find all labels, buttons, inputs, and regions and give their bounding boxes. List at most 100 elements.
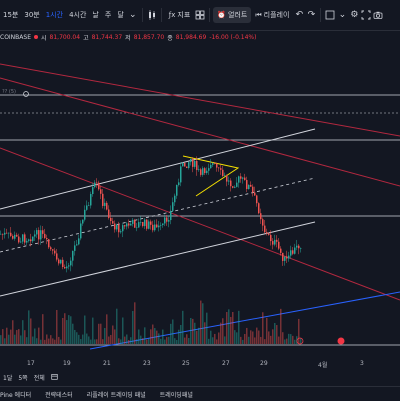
interval-month[interactable]: 달	[117, 11, 124, 19]
volume-bar	[142, 338, 144, 344]
tab-strategy-tester[interactable]: 전략테스터	[45, 391, 73, 399]
volume-bar	[276, 325, 278, 344]
layout-chevron-icon[interactable]: ⌄	[338, 10, 347, 20]
trendline-red[interactable]	[0, 63, 400, 137]
trendline-red[interactable]	[0, 77, 400, 187]
volume-bar	[176, 339, 178, 344]
volume-bar	[76, 332, 78, 344]
volume-bar	[4, 338, 6, 344]
volume-bar	[64, 313, 66, 344]
range-button-all[interactable]: 전체	[33, 374, 45, 382]
candle-body	[98, 182, 100, 190]
undo-icon[interactable]: ↶	[295, 10, 304, 20]
alert-button[interactable]: ⏰ 얼러트	[213, 7, 252, 23]
volume-bar	[266, 317, 268, 344]
volume-bar	[206, 312, 208, 344]
volume-bar	[82, 334, 84, 344]
volume-bar	[32, 336, 34, 344]
candle-body	[210, 164, 212, 169]
candle-body	[88, 205, 90, 207]
candle-body	[12, 235, 14, 239]
candle-body	[234, 186, 236, 188]
channel-line-lower[interactable]	[0, 221, 316, 297]
fullscreen-icon[interactable]	[360, 9, 372, 21]
candle-body	[60, 259, 62, 264]
candle-body	[218, 167, 220, 169]
candle-body	[108, 209, 110, 218]
bottom-panel-tabs: Pine 에디터 전략테스터 리플레이 트레이딩 패널 트레이딩패널	[0, 386, 400, 401]
volume-bar	[212, 337, 214, 344]
camera-icon[interactable]	[372, 9, 384, 21]
time-tick: 25	[182, 360, 190, 367]
volume-bar	[218, 332, 220, 344]
candle-body	[182, 162, 184, 167]
volume-bar	[56, 309, 58, 344]
redo-icon[interactable]: ↷	[307, 10, 316, 20]
volume-bar	[182, 310, 184, 344]
candles-icon[interactable]	[146, 9, 158, 21]
layout-grid-icon[interactable]	[194, 9, 206, 21]
channel-line-upper[interactable]	[0, 128, 316, 210]
event-marker-icon[interactable]	[296, 337, 304, 345]
triangle-pattern[interactable]	[182, 155, 240, 197]
candle-body	[296, 245, 298, 248]
volume-bar	[202, 303, 204, 344]
candle-body	[136, 227, 138, 229]
interval-1h[interactable]: 1시간	[45, 11, 64, 19]
calendar-icon[interactable]	[51, 373, 58, 382]
interval-30m[interactable]: 30분	[24, 11, 40, 19]
volume-bar	[204, 322, 206, 344]
chevron-down-icon[interactable]: ⌄	[128, 10, 137, 20]
price-chart[interactable]: ?? (5)	[0, 44, 400, 358]
volume-bar	[122, 317, 124, 344]
volume-bar	[10, 329, 12, 344]
volume-bar	[96, 339, 98, 344]
symbol-name[interactable]: COINBASE	[0, 33, 31, 41]
candle-body	[186, 166, 188, 168]
layout-icon[interactable]	[324, 9, 336, 21]
volume-bar	[26, 337, 28, 344]
volume-bar	[28, 310, 30, 344]
trendline-blue[interactable]	[89, 291, 400, 350]
interval-4h[interactable]: 4시간	[69, 11, 87, 19]
candle-body	[270, 234, 272, 242]
volume-bar	[86, 333, 88, 344]
range-button-5[interactable]: 5쪽	[18, 374, 28, 382]
chart-canvas[interactable]: ?? (5)	[0, 44, 400, 358]
line-handle-icon[interactable]	[23, 91, 29, 97]
candle-body	[112, 221, 114, 224]
candle-body	[266, 232, 268, 234]
volume-bar	[252, 331, 254, 344]
candle-body	[192, 158, 194, 167]
interval-day[interactable]: 날	[92, 11, 99, 19]
candle-body	[8, 232, 10, 234]
tab-pine-editor[interactable]: Pine 에디터	[0, 391, 32, 399]
candle-body	[264, 225, 266, 233]
event-marker-icon[interactable]	[337, 337, 345, 345]
close-value: 81,984.69	[175, 33, 207, 41]
interval-15m[interactable]: 15분	[3, 11, 19, 19]
candle-body	[78, 238, 80, 245]
volume-bar	[8, 334, 10, 344]
range-button-1-month[interactable]: 1달	[3, 374, 13, 382]
tab-trading-panel[interactable]: 트레이딩패널	[159, 391, 193, 399]
volume-bar	[72, 323, 74, 344]
volume-bar	[48, 338, 50, 344]
candle-body	[268, 233, 270, 235]
interval-week[interactable]: 주	[104, 11, 112, 19]
settings-icon[interactable]: ⚙	[350, 10, 359, 20]
time-axis[interactable]: 17 19 21 23 25 27 29 4월 3	[0, 358, 400, 370]
volume-bar	[14, 334, 16, 344]
candle-body	[154, 224, 156, 231]
candle-body	[256, 195, 258, 204]
tab-replay-trading-panel[interactable]: 리플레이 트레이딩 패널	[86, 391, 146, 399]
trendline-red[interactable]	[0, 147, 400, 301]
volume-bar	[152, 324, 154, 344]
candle-body	[32, 236, 34, 242]
candle-body	[222, 169, 224, 177]
indicators-button[interactable]: ƒx 지표	[165, 10, 195, 20]
channel-line-middle[interactable]	[0, 177, 316, 253]
volume-bar	[228, 309, 230, 344]
volume-bar	[60, 339, 62, 344]
replay-button[interactable]: ⏮ 리플레이	[251, 10, 293, 20]
